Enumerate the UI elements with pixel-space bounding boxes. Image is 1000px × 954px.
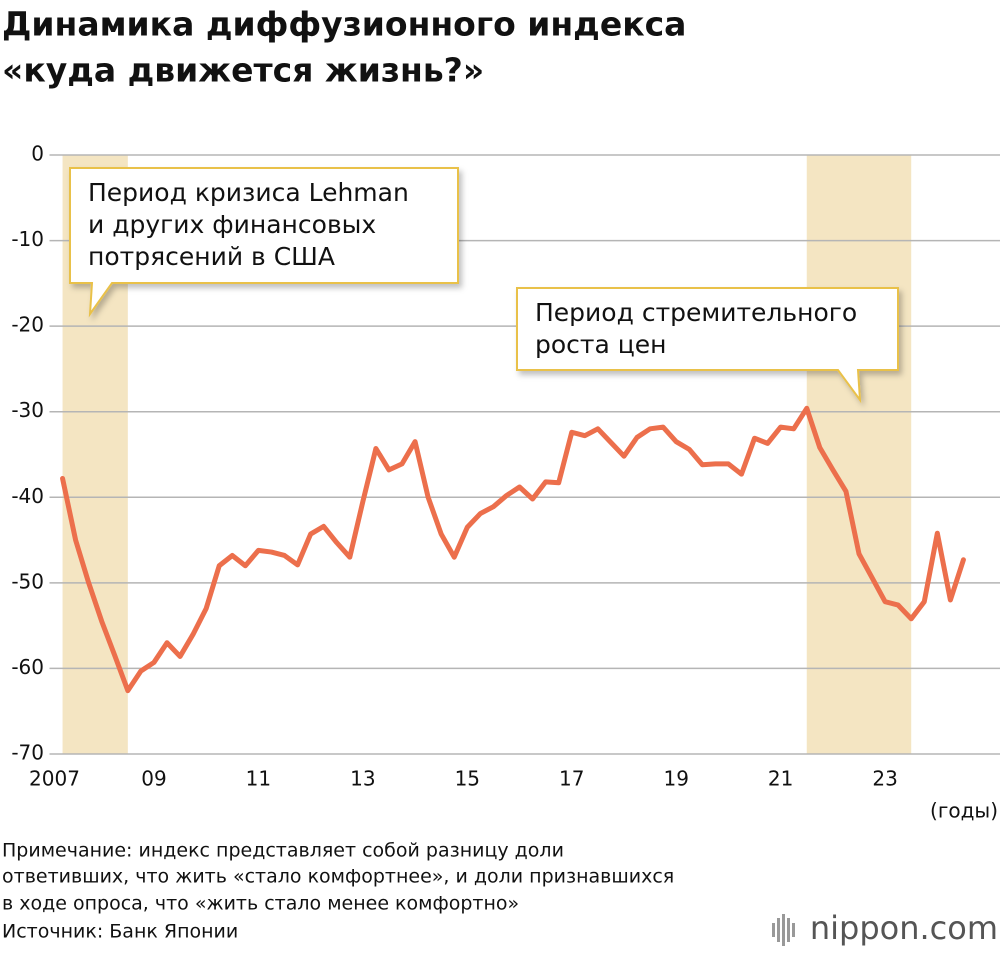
x-tick-label: 21 — [768, 767, 793, 791]
y-tick-label: -30 — [11, 398, 44, 422]
x-axis-label: (годы) — [930, 799, 998, 823]
data-line — [60, 405, 966, 694]
x-tick-label: 17 — [559, 767, 584, 791]
callout-text: роста цен — [535, 330, 666, 359]
callout: Период кризиса Lehman и других финансовых… — [69, 167, 459, 318]
callout-box — [516, 287, 899, 404]
note: в ходе опроса, что «жить стало менее ком… — [2, 893, 519, 915]
x-tick-label: 13 — [350, 767, 375, 791]
callout-text: потрясений в США — [88, 242, 335, 271]
note: ответивших, что жить «стало комфортнее»,… — [2, 866, 674, 888]
x-tick-label: 2007 — [29, 767, 80, 791]
callout: Период стремительного роста цен — [516, 287, 899, 404]
x-tick-label: 09 — [141, 767, 166, 791]
y-tick-label: -60 — [11, 655, 44, 679]
logo: nippon.com — [810, 909, 998, 947]
x-tick-label: 23 — [872, 767, 897, 791]
callout-text: Период кризиса Lehman — [88, 178, 409, 207]
y-tick-label: -70 — [11, 741, 44, 765]
callout-text: и других финансовых — [88, 210, 376, 239]
y-tick-label: 0 — [31, 142, 44, 166]
y-tick-label: -20 — [11, 313, 44, 337]
source: Источник: Банк Японии — [2, 921, 238, 943]
note: Примечание: индекс представляет собой ра… — [2, 840, 564, 862]
x-tick-label: 19 — [663, 767, 688, 791]
x-tick-label: 11 — [246, 767, 271, 791]
chart-title: «куда движется жизнь?» — [2, 51, 484, 90]
callout-box — [69, 167, 459, 318]
x-tick-label: 15 — [455, 767, 480, 791]
y-tick-label: -10 — [11, 227, 44, 251]
chart-title: Динамика диффузионного индекса — [2, 5, 686, 44]
callout-text: Период стремительного — [535, 298, 857, 327]
logo-icon — [772, 914, 795, 946]
y-tick-label: -50 — [11, 569, 44, 593]
y-tick-label: -40 — [11, 484, 44, 508]
